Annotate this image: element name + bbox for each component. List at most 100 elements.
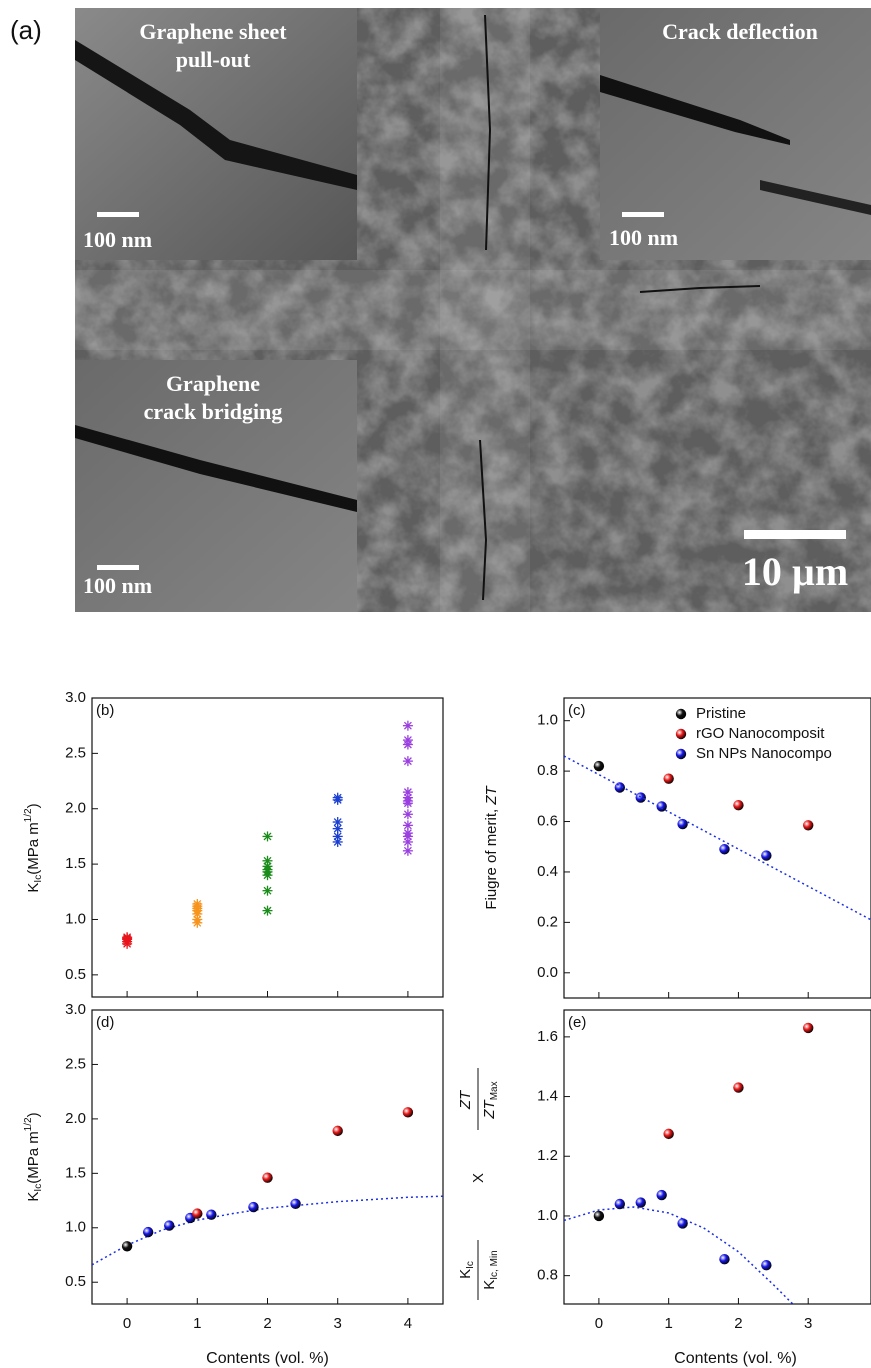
y-tick-label: 0.8 [537, 762, 558, 779]
y-axis-label: Fiugre of merit, [483, 805, 500, 910]
star-marker [332, 817, 343, 828]
y-tick-label: 0.8 [537, 1267, 558, 1284]
star-marker [402, 739, 413, 750]
x-tick-label: 3 [334, 1315, 342, 1332]
panel-label: (e) [568, 1014, 586, 1031]
y-axis-label: ZT [481, 1098, 498, 1119]
star-stroke [263, 886, 272, 895]
y-tick-label: 3.0 [65, 1001, 86, 1018]
point [635, 1197, 646, 1208]
point [262, 1172, 273, 1183]
panel-label: (c) [568, 702, 586, 719]
point [761, 850, 772, 861]
y-tick-label: 1.6 [537, 1028, 558, 1045]
point [142, 1226, 154, 1238]
y-tick-label: 0.0 [537, 964, 558, 981]
y-axis-label: Ic, Min [489, 1250, 500, 1279]
plot-frame [91, 1009, 444, 1305]
plot-area [92, 1107, 443, 1266]
y-tick-label: 0.4 [537, 863, 558, 880]
y-tick-label: 2.0 [65, 800, 86, 817]
point [164, 1220, 175, 1231]
plot-frame [563, 1009, 871, 1305]
y-axis-label: KIc [457, 1261, 476, 1279]
plot-area [564, 1022, 814, 1304]
star-marker [402, 845, 413, 856]
point [402, 1107, 414, 1118]
star-stroke [403, 721, 412, 730]
point [761, 1259, 772, 1271]
star-stroke [333, 824, 342, 833]
star-marker [402, 756, 413, 767]
y-axis-label: 1/2 [23, 1117, 34, 1131]
y-axis-label: X [470, 1173, 487, 1183]
sem-image [75, 8, 871, 612]
y-axis-label: (MPa m [25, 1131, 42, 1184]
x-axis-label: Contents (vol. %) [674, 1350, 797, 1367]
star-stroke [193, 918, 202, 927]
star-marker [402, 798, 413, 809]
point [656, 1189, 667, 1201]
point [290, 1198, 301, 1210]
point [614, 782, 626, 793]
star-stroke [263, 871, 272, 880]
x-tick-label: 1 [193, 1315, 201, 1332]
scale-bar-label: 10 µm [742, 549, 848, 594]
point [635, 792, 646, 803]
legend-label: rGO Nanocomposit [696, 725, 825, 742]
y-axis-label: KIc(MPa m1/2) [23, 1112, 44, 1201]
panel-label: (d) [96, 1014, 114, 1031]
point [656, 801, 667, 812]
plot-area [122, 720, 413, 949]
y-axis-label: Max [489, 1081, 500, 1100]
scale-bar-label: 100 nm [609, 225, 678, 250]
point [614, 1198, 626, 1210]
y-tick-label: 0.5 [65, 1273, 86, 1290]
point [663, 1128, 674, 1140]
star-stroke [403, 757, 412, 766]
point [663, 773, 674, 784]
point [593, 760, 605, 772]
y-axis-label: Fiugre of merit, ZT [483, 784, 500, 909]
point [677, 1218, 688, 1229]
star-marker [262, 905, 273, 916]
plot-frame [91, 697, 444, 998]
y-axis-label: K [25, 883, 42, 893]
star-stroke [333, 818, 342, 826]
point [719, 1254, 730, 1265]
legend-marker [675, 728, 687, 740]
y-tick-label: 1.2 [537, 1147, 558, 1164]
y-tick-label: 2.0 [65, 1110, 86, 1127]
x-tick-label: 4 [404, 1315, 412, 1332]
star-marker [192, 917, 203, 928]
star-stroke [403, 846, 412, 855]
x-tick-label: 0 [595, 1315, 603, 1332]
y-axis-label: ZT [483, 784, 500, 805]
y-axis-label: KIc KIc, Min X ZT ZTMax [457, 1068, 500, 1300]
point [719, 844, 730, 855]
y-axis-label: ) [25, 803, 42, 808]
x-axis-label: Contents (vol. %) [206, 1350, 329, 1367]
fit-line [564, 755, 871, 921]
plot-frame [563, 697, 871, 999]
scale-bar-label: 100 nm [83, 573, 152, 598]
star-stroke [403, 799, 412, 808]
star-stroke [403, 810, 412, 819]
star-stroke [403, 740, 412, 749]
x-tick-label: 0 [123, 1315, 131, 1332]
star-stroke [123, 934, 132, 943]
x-tick-label: 2 [263, 1315, 271, 1332]
star-marker [262, 870, 273, 881]
point [206, 1209, 217, 1220]
legend-label: Pristine [696, 705, 746, 722]
star-marker [332, 794, 343, 805]
point [803, 1022, 814, 1034]
star-marker [402, 836, 413, 847]
star-stroke [263, 832, 272, 841]
inset-title: crack bridging [144, 399, 283, 424]
point [803, 820, 814, 831]
inset-title: Graphene sheet [139, 19, 287, 44]
y-tick-label: 0.2 [537, 913, 558, 930]
x-tick-label: 2 [734, 1315, 742, 1332]
